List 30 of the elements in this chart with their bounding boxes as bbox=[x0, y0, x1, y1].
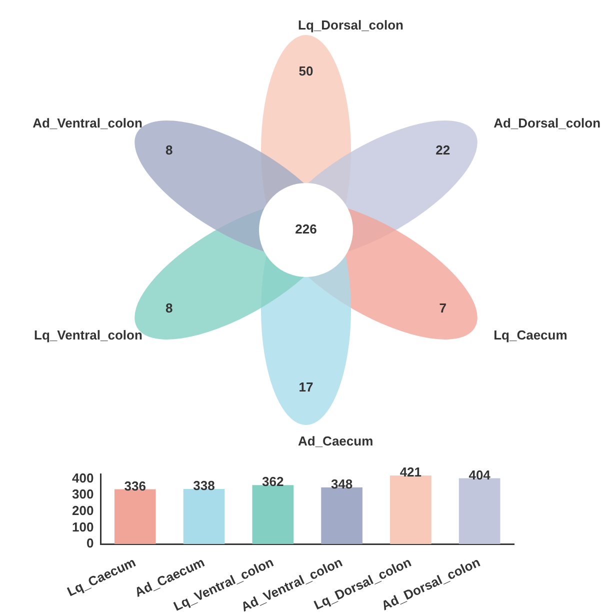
y-tick-label: 0 bbox=[86, 536, 94, 551]
data-label: 338 bbox=[193, 478, 215, 494]
data-label: 421 bbox=[400, 464, 422, 480]
data-label: 348 bbox=[330, 476, 353, 492]
category-label: Ad_Ventral_colon bbox=[32, 116, 142, 131]
data-label: 8 bbox=[166, 142, 173, 158]
y-tick-label: 300 bbox=[72, 486, 94, 502]
y-tick-label: 400 bbox=[72, 470, 94, 486]
data-label: 336 bbox=[124, 478, 146, 494]
bar bbox=[458, 478, 500, 544]
data-label: 22 bbox=[436, 142, 450, 158]
y-tick-label: 100 bbox=[72, 519, 94, 534]
bar bbox=[321, 487, 362, 544]
category-label: Ad_Caecum bbox=[298, 434, 374, 449]
bar bbox=[183, 488, 225, 544]
category-label: Lq_Ventral_colon bbox=[34, 328, 142, 343]
data-label: 362 bbox=[262, 474, 284, 490]
bar bbox=[114, 489, 156, 544]
category-label: Lq_Dorsal_colon bbox=[298, 18, 404, 33]
y-tick-label: 200 bbox=[72, 503, 94, 518]
data-label: 7 bbox=[439, 300, 446, 316]
text: 226 bbox=[295, 222, 317, 237]
data-label: 8 bbox=[166, 300, 173, 316]
data-label: 17 bbox=[298, 380, 314, 395]
bar bbox=[252, 485, 294, 544]
data-label: 50 bbox=[298, 64, 314, 79]
category-label: Ad_Dorsal_colon bbox=[494, 116, 601, 131]
bar bbox=[390, 475, 432, 544]
data-label: 404 bbox=[468, 467, 492, 482]
category-label: Lq_Caecum bbox=[494, 328, 568, 343]
